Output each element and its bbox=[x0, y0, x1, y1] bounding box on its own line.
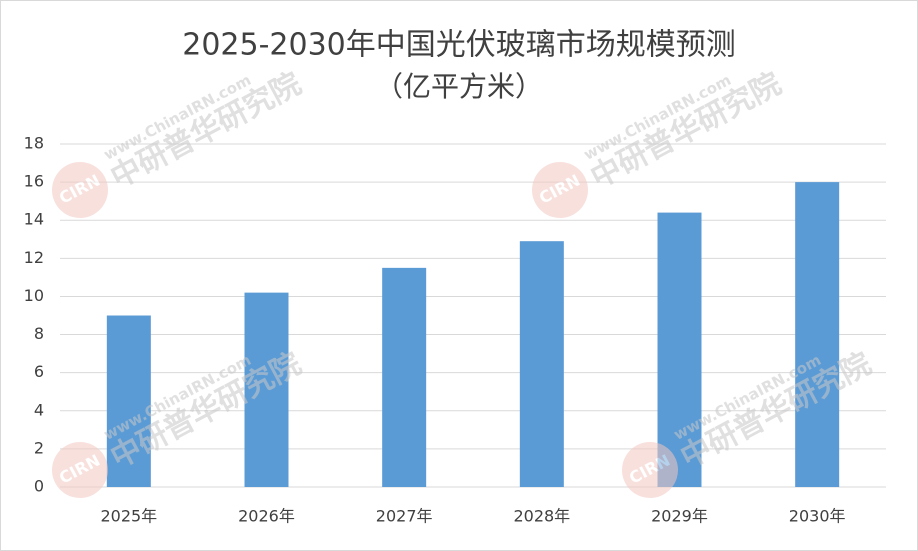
bar bbox=[657, 212, 702, 487]
x-tick-label: 2026年 bbox=[238, 507, 295, 526]
bar bbox=[519, 241, 564, 487]
y-tick-label: 2 bbox=[34, 438, 44, 457]
bar bbox=[244, 292, 289, 487]
y-tick-label: 18 bbox=[24, 134, 44, 153]
watermark-logo bbox=[532, 162, 588, 218]
chart-subtitle: （亿平方米） bbox=[375, 70, 543, 103]
y-tick-label: 0 bbox=[34, 477, 44, 496]
x-tick-label: 2029年 bbox=[651, 507, 708, 526]
y-tick-label: 12 bbox=[24, 248, 44, 267]
watermark-logo bbox=[52, 162, 108, 218]
watermark-logo bbox=[622, 442, 678, 498]
bar bbox=[106, 315, 151, 487]
y-tick-label: 16 bbox=[24, 172, 44, 191]
bar bbox=[382, 267, 427, 487]
chart-title: 2025-2030年中国光伏玻璃市场规模预测 bbox=[182, 28, 736, 63]
y-tick-label: 10 bbox=[24, 286, 44, 305]
x-tick-label: 2030年 bbox=[789, 507, 846, 526]
bar bbox=[795, 182, 840, 487]
y-tick-label: 14 bbox=[24, 210, 44, 229]
x-tick-label: 2027年 bbox=[376, 507, 433, 526]
y-tick-label: 4 bbox=[34, 400, 44, 419]
y-tick-label: 8 bbox=[34, 324, 44, 343]
watermark-logo bbox=[52, 442, 108, 498]
y-tick-label: 6 bbox=[34, 362, 44, 381]
x-tick-label: 2028年 bbox=[513, 507, 570, 526]
x-tick-label: 2025年 bbox=[100, 507, 157, 526]
